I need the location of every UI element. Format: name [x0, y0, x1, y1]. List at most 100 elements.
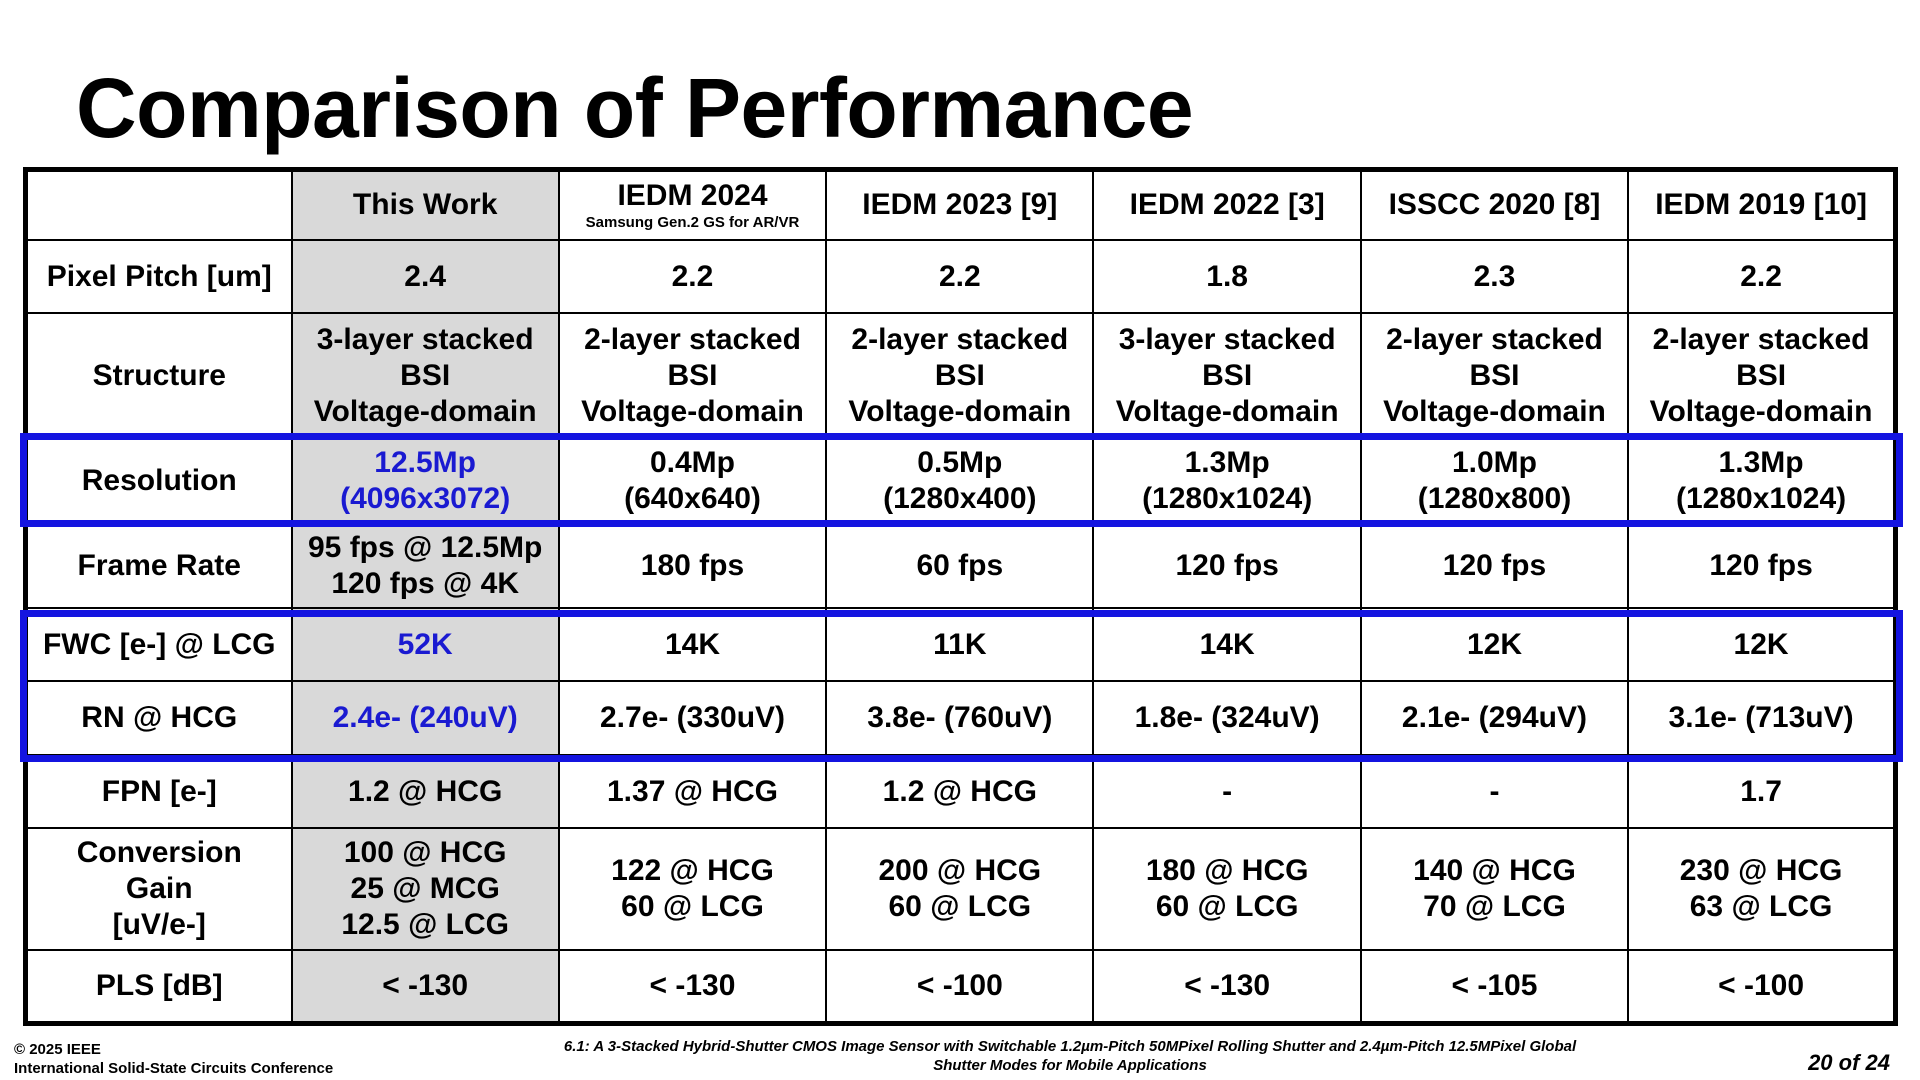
cell-line: 70 @ LCG: [1423, 890, 1566, 924]
row-label: Pixel Pitch [um]: [24, 238, 293, 315]
slide-title: Comparison of Performance: [76, 61, 1194, 155]
table-cell: < -100: [1627, 949, 1897, 1025]
row-label: Conversion Gain [uV/e-]: [24, 827, 293, 951]
table-cell: 1.2 @ HCG: [825, 753, 1095, 830]
table-header-row: This Work IEDM 2024 Samsung Gen.2 GS for…: [24, 168, 1897, 241]
table-cell: 0.5Mp (1280x400): [825, 437, 1095, 526]
table-row: Conversion Gain [uV/e-] 100 @ HCG 25 @ M…: [24, 827, 1897, 951]
table-cell: 1.7: [1627, 753, 1897, 830]
row-label: PLS [dB]: [24, 949, 293, 1025]
table-cell: 0.4Mp (640x640): [557, 437, 828, 526]
paper-title-footer: 6.1: A 3-Stacked Hybrid-Shutter CMOS Ima…: [520, 1037, 1620, 1075]
table-cell: 3-layer stacked BSI Voltage-domain: [290, 312, 560, 440]
table-cell: 180 fps: [557, 523, 828, 610]
comparison-table: This Work IEDM 2024 Samsung Gen.2 GS for…: [23, 167, 1898, 1026]
table-cell: 2-layer stacked BSI Voltage-domain: [557, 312, 828, 440]
cell-line: Voltage-domain: [313, 394, 537, 428]
header-iedm-2023: IEDM 2023 [9]: [825, 168, 1095, 241]
table-cell: 12K: [1627, 607, 1897, 683]
cell-line: 60 @ LCG: [888, 890, 1032, 924]
table-cell: 100 @ HCG 25 @ MCG 12.5 @ LCG: [290, 827, 560, 951]
table-cell: 122 @ HCG 60 @ LCG: [557, 827, 828, 951]
table-cell: 2.2: [825, 238, 1095, 315]
table-row: FWC [e-] @ LCG 52K 14K 11K 14K 12K 12K: [24, 607, 1897, 683]
table-cell: 60 fps: [825, 523, 1095, 610]
cell-line: BSI: [1202, 358, 1253, 392]
table-cell: 200 @ HCG 60 @ LCG: [825, 827, 1095, 951]
cell-line: (1280x1024): [1142, 482, 1313, 516]
table-row: Pixel Pitch [um] 2.4 2.2 2.2 1.8 2.3 2.2: [24, 238, 1897, 315]
cell-line: (1280x400): [883, 482, 1037, 516]
cell-line: 1.3Mp: [1184, 446, 1270, 480]
table-row: Structure 3-layer stacked BSI Voltage-do…: [24, 312, 1897, 440]
table-cell: 1.3Mp (1280x1024): [1627, 437, 1897, 526]
header-empty: [24, 168, 293, 241]
conference-line: International Solid-State Circuits Confe…: [14, 1060, 334, 1077]
page-number: 20 of 24: [1808, 1050, 1890, 1075]
row-label: RN @ HCG: [24, 680, 293, 756]
table-cell: < -130: [290, 949, 560, 1025]
table-cell: 3.8e- (760uV): [825, 680, 1095, 756]
cell-line: Voltage-domain: [848, 394, 1072, 428]
cell-line: 0.4Mp: [649, 446, 735, 480]
header-iedm-2022: IEDM 2022 [3]: [1092, 168, 1362, 241]
table-cell: < -100: [825, 949, 1095, 1025]
header-subnote: Samsung Gen.2 GS for AR/VR: [585, 214, 800, 232]
cell-line: (4096x3072): [340, 482, 511, 516]
cell-line: Gain: [125, 872, 193, 906]
cell-line: 25 @ MCG: [350, 872, 500, 906]
table-row: Resolution 12.5Mp (4096x3072) 0.4Mp (640…: [24, 437, 1897, 526]
table-row: PLS [dB] < -130 < -130 < -100 < -130 < -…: [24, 949, 1897, 1025]
table-cell: 230 @ HCG 63 @ LCG: [1627, 827, 1897, 951]
table-cell: 14K: [1092, 607, 1362, 683]
table-cell: 1.3Mp (1280x1024): [1092, 437, 1362, 526]
cell-line: BSI: [667, 358, 718, 392]
cell-line: 180 @ HCG: [1145, 854, 1309, 888]
cell-line: 1.0Mp: [1451, 446, 1537, 480]
table-cell: 2.4e- (240uV): [290, 680, 560, 756]
row-label: Resolution: [24, 437, 293, 526]
header-iedm-2019: IEDM 2019 [10]: [1627, 168, 1897, 241]
table-cell: 1.0Mp (1280x800): [1359, 437, 1630, 526]
cell-line: Voltage-domain: [1649, 394, 1873, 428]
cell-line: 0.5Mp: [917, 446, 1003, 480]
cell-line: 2-layer stacked: [1386, 322, 1603, 356]
table-cell: 1.37 @ HCG: [557, 753, 828, 830]
row-label: FWC [e-] @ LCG: [24, 607, 293, 683]
table-cell: < -105: [1359, 949, 1630, 1025]
cell-line: 95 fps @ 12.5Mp: [307, 531, 543, 565]
copyright-line: © 2025 IEEE: [14, 1041, 101, 1058]
header-iedm-2024: IEDM 2024 Samsung Gen.2 GS for AR/VR: [557, 168, 828, 241]
cell-line: 2-layer stacked: [584, 322, 801, 356]
cell-line: Voltage-domain: [1115, 394, 1339, 428]
cell-line: Conversion: [76, 836, 242, 870]
cell-line: 60 @ LCG: [621, 890, 764, 924]
table-cell: -: [1092, 753, 1362, 830]
row-label: Frame Rate: [24, 523, 293, 610]
cell-line: 120 fps @ 4K: [331, 567, 519, 601]
cell-line: 1.3Mp: [1718, 446, 1804, 480]
table-row: Frame Rate 95 fps @ 12.5Mp 120 fps @ 4K …: [24, 523, 1897, 610]
table-cell: 95 fps @ 12.5Mp 120 fps @ 4K: [290, 523, 560, 610]
cell-line: (640x640): [624, 482, 761, 516]
cell-line: BSI: [1469, 358, 1520, 392]
table-cell: 120 fps: [1092, 523, 1362, 610]
paper-title-line: 6.1: A 3-Stacked Hybrid-Shutter CMOS Ima…: [563, 1038, 1577, 1055]
table-cell: 1.8: [1092, 238, 1362, 315]
cell-line: Voltage-domain: [1383, 394, 1606, 428]
table-cell: 12.5Mp (4096x3072): [290, 437, 560, 526]
header-isscc-2020: ISSCC 2020 [8]: [1359, 168, 1630, 241]
table-cell: 3-layer stacked BSI Voltage-domain: [1092, 312, 1362, 440]
cell-line: 100 @ HCG: [343, 836, 507, 870]
table-cell: 2.4: [290, 238, 560, 315]
row-label: Structure: [24, 312, 293, 440]
cell-line: 122 @ HCG: [611, 854, 774, 888]
table-cell: < -130: [557, 949, 828, 1025]
table-cell: 2.1e- (294uV): [1359, 680, 1630, 756]
cell-line: 230 @ HCG: [1679, 854, 1843, 888]
cell-line: 200 @ HCG: [878, 854, 1042, 888]
cell-line: Voltage-domain: [581, 394, 804, 428]
table-cell: 2.2: [557, 238, 828, 315]
cell-line: 12.5Mp: [374, 446, 477, 480]
table-cell: 2.7e- (330uV): [557, 680, 828, 756]
